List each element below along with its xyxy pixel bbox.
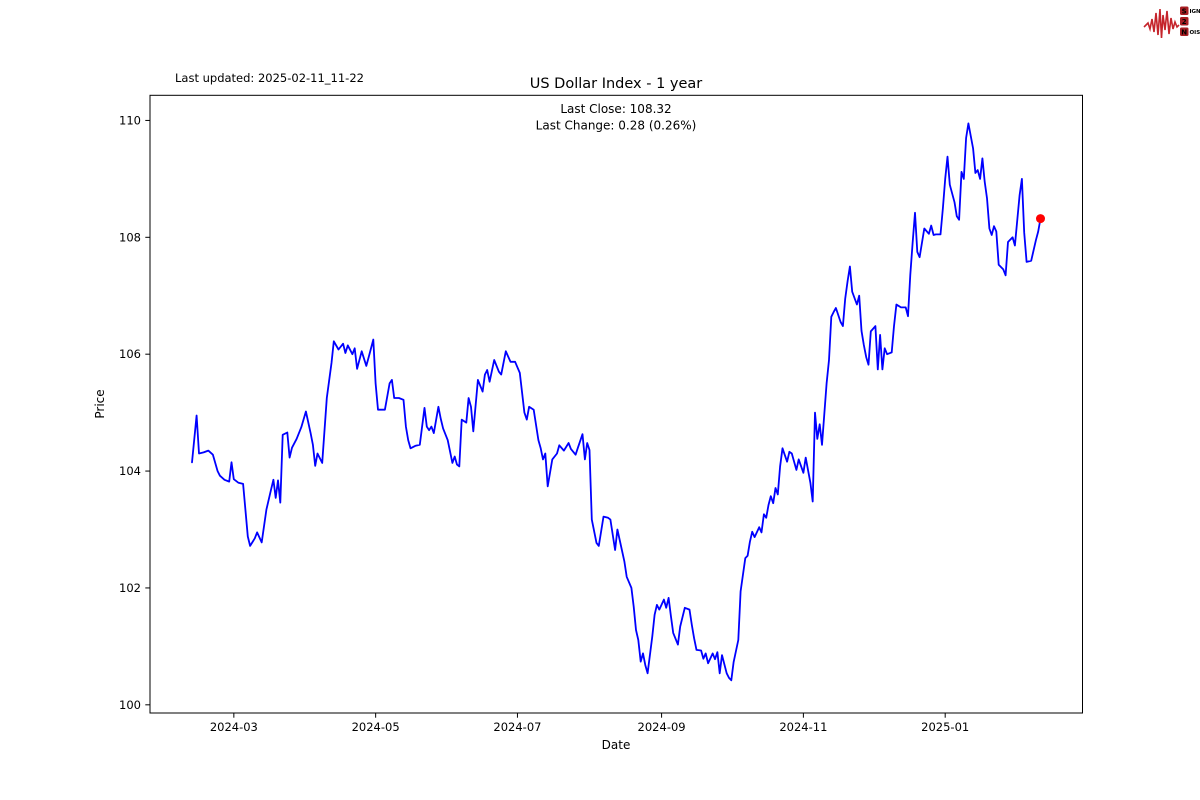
- x-tick-label: 2024-07: [493, 720, 541, 734]
- last-point-marker: [1036, 214, 1045, 224]
- last-close-subtitle: Last Close: 108.32: [560, 102, 671, 116]
- x-tick-label: 2024-11: [779, 720, 827, 734]
- logo-oise-text: OISE: [1190, 30, 1200, 36]
- chart-title: US Dollar Index - 1 year: [530, 76, 703, 92]
- x-tick-label: 2024-05: [352, 720, 400, 734]
- y-tick-label: 106: [119, 347, 141, 361]
- x-axis-label: Date: [602, 738, 631, 752]
- y-tick-label: 108: [119, 230, 141, 244]
- last-change-subtitle: Last Change: 0.28 (0.26%): [536, 119, 697, 133]
- x-tick-label: 2024-09: [638, 720, 686, 734]
- logo-s-letter: S: [1182, 7, 1187, 15]
- signal2noise-logo: S IGNAL 2 N OISE: [1143, 6, 1200, 39]
- logo-2-letter: 2: [1182, 18, 1187, 26]
- price-line: [191, 122, 1042, 682]
- y-tick-label: 100: [119, 698, 141, 712]
- y-tick-label: 104: [119, 464, 141, 478]
- logo-letter-box: [1180, 27, 1189, 36]
- y-axis-label: Price: [93, 389, 107, 418]
- last-updated-text: Last updated: 2025-02-11_11-22: [175, 71, 364, 85]
- y-tick-label: 102: [119, 581, 141, 595]
- y-tick-label: 110: [119, 113, 141, 127]
- logo-letter-box: [1180, 6, 1189, 15]
- x-tick-label: 2024-03: [210, 720, 258, 734]
- logo-ignal-text: IGNAL: [1190, 9, 1200, 15]
- plot-area: 2024-03 2024-05 2024-07 2024-09 2024-11 2025-…: [119, 113, 1042, 734]
- x-tick-label: 2025-01: [921, 720, 969, 734]
- logo-letter-box: [1180, 17, 1189, 26]
- logo-n-letter: N: [1181, 28, 1187, 36]
- waveform-icon: [1143, 8, 1180, 39]
- plot-border: [149, 94, 1083, 714]
